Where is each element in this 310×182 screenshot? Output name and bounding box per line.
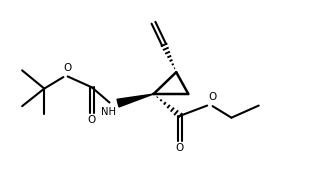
Text: O: O xyxy=(176,143,184,153)
Polygon shape xyxy=(117,94,153,107)
Text: O: O xyxy=(208,92,217,102)
Text: NH: NH xyxy=(100,107,116,117)
Text: O: O xyxy=(88,115,96,125)
Text: O: O xyxy=(63,63,71,73)
